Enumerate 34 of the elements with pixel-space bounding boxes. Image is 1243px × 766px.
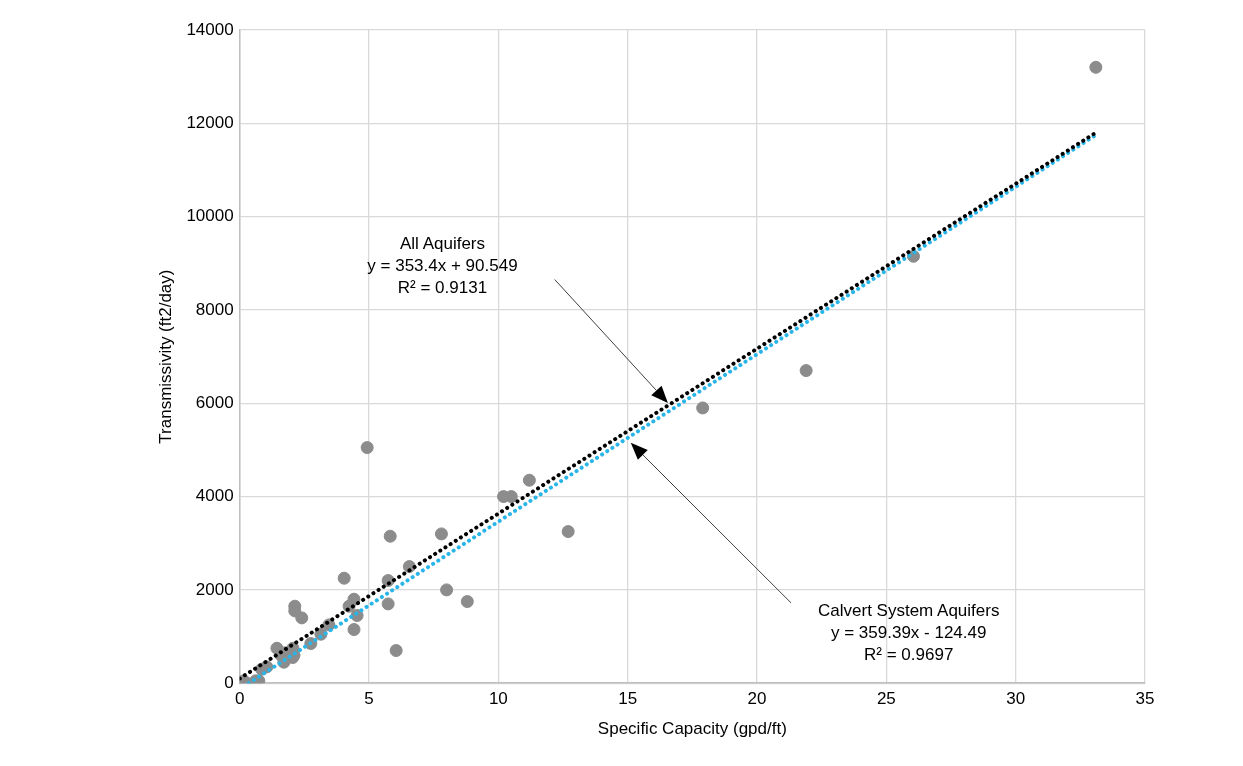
y-tick-label: 4000 xyxy=(195,486,234,506)
point xyxy=(381,597,395,611)
annotation: Calvert System Aquifers y = 359.39x - 124.49 R² = 0.9697 xyxy=(818,600,1000,664)
point xyxy=(561,525,575,539)
x-tick-label: 10 xyxy=(488,689,508,709)
y-tick-label: 8000 xyxy=(195,299,234,319)
x-axis-title: Specific Capacity (gpd/ft) xyxy=(597,719,787,739)
point xyxy=(389,644,403,658)
x-tick-label: 30 xyxy=(1006,689,1026,709)
y-axis-title: Transmissivity (ft2/day) xyxy=(155,269,175,444)
annotation: All Aquifers y = 353.4x + 90.549 R² = 0.9131 xyxy=(367,234,518,298)
x-tick-label: 15 xyxy=(618,689,638,709)
point xyxy=(360,441,374,455)
x-tick-label: 20 xyxy=(747,689,767,709)
point xyxy=(347,623,361,637)
point xyxy=(460,595,474,609)
point xyxy=(295,611,309,625)
y-tick-label: 12000 xyxy=(186,113,234,132)
point xyxy=(1089,60,1103,74)
y-tick-label: 2000 xyxy=(195,579,234,599)
x-tick-label: 5 xyxy=(364,689,374,709)
point xyxy=(522,473,536,487)
point xyxy=(440,583,454,597)
point xyxy=(696,401,710,415)
y-tick-label: 10000 xyxy=(186,206,234,226)
x-tick-label: 35 xyxy=(1135,689,1155,709)
point xyxy=(337,571,351,585)
y-tick-label: 14000 xyxy=(186,19,234,39)
point xyxy=(383,529,397,543)
x-tick-label: 25 xyxy=(876,689,896,709)
y-tick-label: 0 xyxy=(224,672,234,692)
y-tick-label: 6000 xyxy=(195,392,234,412)
point xyxy=(434,527,448,541)
point xyxy=(799,364,813,378)
